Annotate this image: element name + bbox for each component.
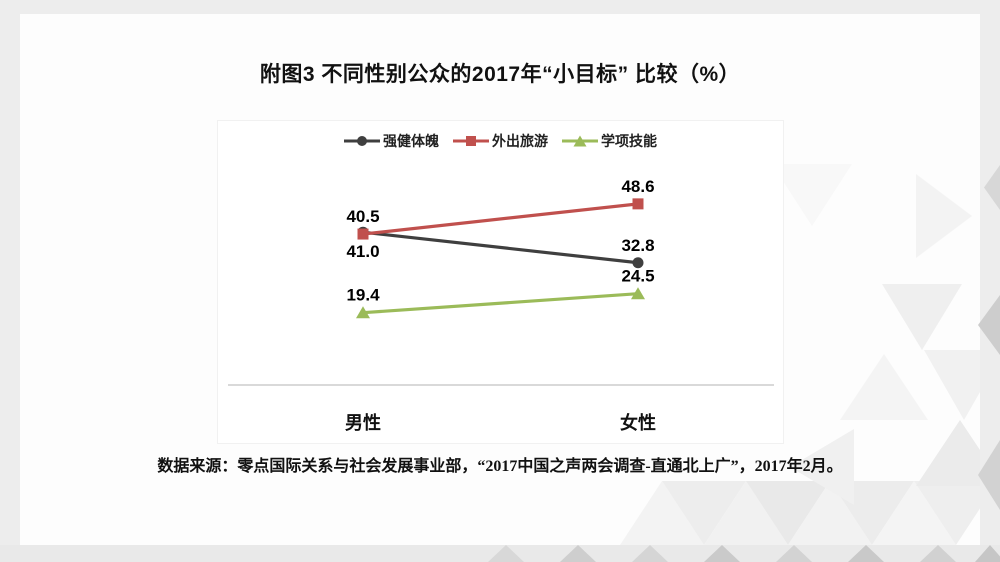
legend-label: 学项技能: [601, 133, 657, 149]
series-line-0: [362, 230, 639, 265]
data-label: 19.4: [346, 286, 380, 305]
bg-triangle: [542, 545, 614, 562]
data-source-note: 数据来源：零点国际关系与社会发展事业部，“2017中国之声两会调查-直通北上广”…: [157, 458, 843, 475]
data-label: 48.6: [621, 177, 654, 196]
x-axis-label-male: 男性: [345, 413, 381, 433]
bg-triangle: [470, 545, 542, 562]
bg-triangle: [984, 165, 1000, 210]
data-point: [632, 198, 644, 210]
plot-area: 41.0 32.8 40.5 48.6 19.4 24.5: [228, 177, 774, 386]
legend-marker-icon: [453, 136, 489, 146]
legend-label: 强健体魄: [383, 133, 439, 149]
data-label: 40.5: [346, 207, 379, 226]
bg-triangle: [614, 545, 686, 562]
bg-triangle: [978, 440, 1000, 510]
data-label: 32.8: [621, 236, 654, 255]
series-line-2: [362, 292, 639, 315]
legend-item-2: 学项技能: [562, 131, 657, 151]
series-line-1: [362, 202, 639, 236]
bg-triangle: [772, 164, 852, 226]
data-point: [356, 306, 370, 319]
bg-triangle: [924, 350, 980, 420]
page-title: 附图3 不同性别公众的2017年“小目标” 比较（%）: [259, 63, 741, 86]
data-point: [357, 228, 369, 240]
bg-triangle: [840, 354, 928, 420]
legend-marker-icon: [344, 136, 380, 146]
bg-triangle: [758, 545, 830, 562]
bg-triangle: [882, 284, 962, 350]
bg-triangle: [978, 295, 1000, 355]
bg-triangle: [902, 545, 974, 562]
legend-item-1: 外出旅游: [453, 131, 548, 151]
bg-triangle: [830, 545, 902, 562]
bottom-strip-pattern: [0, 545, 1000, 562]
legend-marker-icon: [562, 135, 598, 147]
chart: 强健体魄 外出旅游 学项技能 41.0 32.8 40.5 48.6 19.4 24.5 男性…: [217, 120, 784, 444]
bg-triangle: [686, 545, 758, 562]
bg-triangle: [960, 545, 1000, 562]
data-label: 41.0: [346, 242, 379, 261]
data-label: 24.5: [621, 267, 654, 286]
data-point: [631, 287, 645, 300]
x-axis: 男性 女性: [218, 406, 783, 436]
slide: 附图3 不同性别公众的2017年“小目标” 比较（%） 强健体魄 外出旅游 学项技能…: [20, 14, 980, 545]
data-point: [632, 257, 644, 269]
legend-item-0: 强健体魄: [344, 131, 439, 151]
x-axis-label-female: 女性: [620, 413, 656, 433]
legend-label: 外出旅游: [492, 133, 548, 149]
bg-triangle: [916, 174, 972, 258]
chart-legend: 强健体魄 外出旅游 学项技能: [218, 121, 783, 161]
